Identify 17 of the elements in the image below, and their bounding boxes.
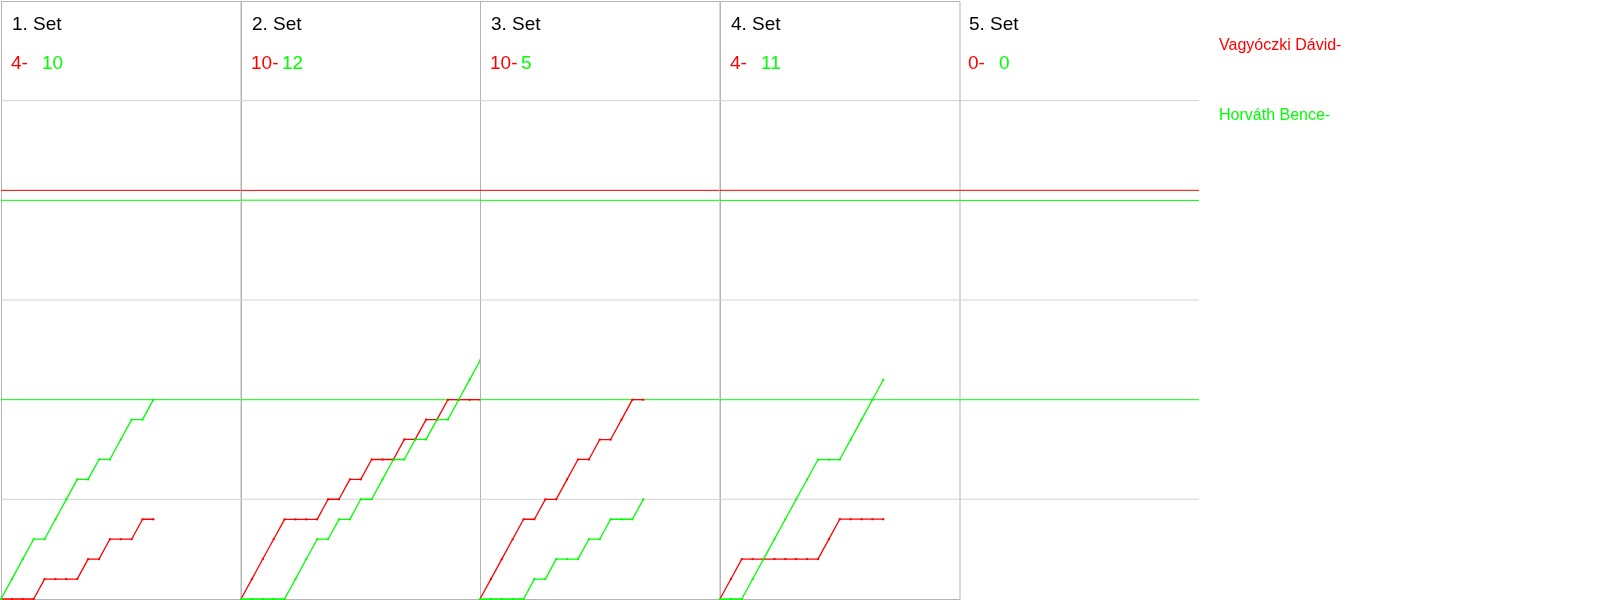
text: 12 — [281, 52, 303, 73]
text: Horváth Bence- — [1218, 106, 1330, 123]
text: 4- — [11, 52, 28, 73]
text: 11 — [760, 52, 781, 73]
text: 10- — [250, 52, 278, 73]
text: 5. Set — [969, 13, 1020, 34]
text: 5 — [521, 52, 532, 73]
text: 0- — [968, 52, 985, 73]
text: 10 — [42, 52, 64, 73]
text: 4- — [729, 52, 747, 73]
chart-title: 2. Set — [251, 13, 302, 34]
text: 10- — [490, 52, 518, 73]
chart-title: 4. Set — [730, 13, 781, 34]
text: Vagyóczki Dávid- — [1218, 36, 1341, 53]
chart-title: 1. Set — [12, 13, 63, 34]
text: 0 — [999, 52, 1010, 73]
chart-title: 3. Set — [491, 13, 542, 34]
